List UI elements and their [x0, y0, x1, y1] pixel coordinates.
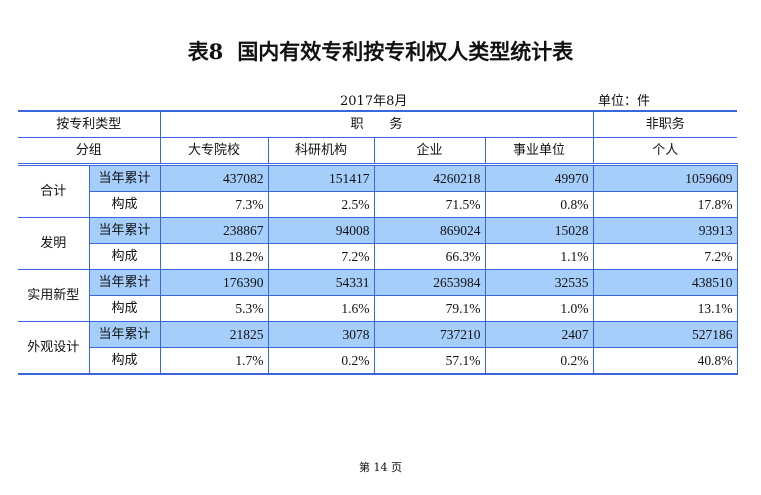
- column-header: 事业单位: [484, 137, 594, 166]
- table-row: 构成 1.7% 0.2% 57.1% 0.2% 40.8%: [18, 347, 738, 375]
- table-row: 构成 7.3% 2.5% 71.5% 0.8% 17.8%: [18, 191, 738, 218]
- unit-label: 单位：件: [598, 94, 651, 109]
- group-label: 发明: [18, 217, 90, 270]
- non-service-header: 非职务: [592, 110, 737, 138]
- cell: 1.0%: [484, 295, 594, 322]
- cell: 438510: [592, 269, 738, 296]
- cell: 151417: [267, 164, 375, 192]
- table-title: 国内有效专利按专利权人类型统计表: [237, 39, 574, 64]
- column-header: 企业: [373, 137, 486, 166]
- cell: 7.2%: [592, 243, 738, 270]
- cell: 437082: [159, 164, 269, 192]
- row-label: 构成: [88, 347, 161, 375]
- cell: 0.2%: [267, 347, 375, 375]
- cell: 3078: [267, 321, 375, 348]
- cell: 71.5%: [373, 191, 486, 218]
- cell: 79.1%: [373, 295, 486, 322]
- cell: 527186: [592, 321, 738, 348]
- page-title: 表8 国内有效专利按专利权人类型统计表: [0, 36, 761, 66]
- patent-stats-table: 按专利类型 职 务 非职务 分组 大专院校 科研机构 企业 事业单位 个人 合计…: [18, 110, 738, 375]
- cell: 57.1%: [373, 347, 486, 375]
- cell: 176390: [159, 269, 269, 296]
- group-header-line1: 按专利类型: [18, 110, 161, 138]
- column-header: 大专院校: [159, 137, 269, 166]
- cell: 1059609: [592, 164, 738, 192]
- table-row: 构成 18.2% 7.2% 66.3% 1.1% 7.2%: [18, 243, 738, 270]
- cell: 66.3%: [373, 243, 486, 270]
- row-label: 当年累计: [88, 217, 161, 244]
- table-row: 实用新型 当年累计 176390 54331 2653984 32535 438…: [18, 269, 738, 322]
- cell: 2.5%: [267, 191, 375, 218]
- cell: 17.8%: [592, 191, 738, 218]
- cell: 869024: [373, 217, 486, 244]
- table-row: 发明 当年累计 238867 94008 869024 15028 93913: [18, 217, 738, 270]
- page-number: 第 14 页: [359, 461, 402, 474]
- column-header: 个人: [592, 137, 737, 166]
- cell: 2653984: [373, 269, 486, 296]
- table-row: 构成 5.3% 1.6% 79.1% 1.0% 13.1%: [18, 295, 738, 322]
- cell: 1.1%: [484, 243, 594, 270]
- cell: 1.6%: [267, 295, 375, 322]
- row-label: 构成: [88, 295, 161, 322]
- cell: 49970: [484, 164, 594, 192]
- cell: 7.2%: [267, 243, 375, 270]
- cell: 94008: [267, 217, 375, 244]
- cell: 32535: [484, 269, 594, 296]
- report-date: 2017年8月: [340, 94, 408, 109]
- service-header: 职 务: [159, 110, 594, 138]
- cell: 0.2%: [484, 347, 594, 375]
- cell: 2407: [484, 321, 594, 348]
- table-row: 外观设计 当年累计 21825 3078 737210 2407 527186: [18, 321, 738, 375]
- row-label: 构成: [88, 191, 161, 218]
- group-header-line2: 分组: [18, 137, 161, 166]
- table-row: 合计 当年累计 437082 151417 4260218 49970 1059…: [18, 164, 738, 218]
- row-label: 当年累计: [88, 269, 161, 296]
- row-label: 当年累计: [88, 164, 161, 192]
- cell: 7.3%: [159, 191, 269, 218]
- row-label: 当年累计: [88, 321, 161, 348]
- table-number: 表8: [187, 39, 224, 64]
- cell: 18.2%: [159, 243, 269, 270]
- cell: 54331: [267, 269, 375, 296]
- cell: 238867: [159, 217, 269, 244]
- group-label: 合计: [18, 164, 90, 218]
- cell: 13.1%: [592, 295, 738, 322]
- cell: 40.8%: [592, 347, 738, 375]
- cell: 15028: [484, 217, 594, 244]
- group-label: 外观设计: [18, 321, 90, 375]
- group-label: 实用新型: [18, 269, 90, 322]
- cell: 737210: [373, 321, 486, 348]
- row-label: 构成: [88, 243, 161, 270]
- cell: 0.8%: [484, 191, 594, 218]
- cell: 93913: [592, 217, 738, 244]
- cell: 5.3%: [159, 295, 269, 322]
- cell: 4260218: [373, 164, 486, 192]
- column-header: 科研机构: [267, 137, 375, 166]
- cell: 1.7%: [159, 347, 269, 375]
- cell: 21825: [159, 321, 269, 348]
